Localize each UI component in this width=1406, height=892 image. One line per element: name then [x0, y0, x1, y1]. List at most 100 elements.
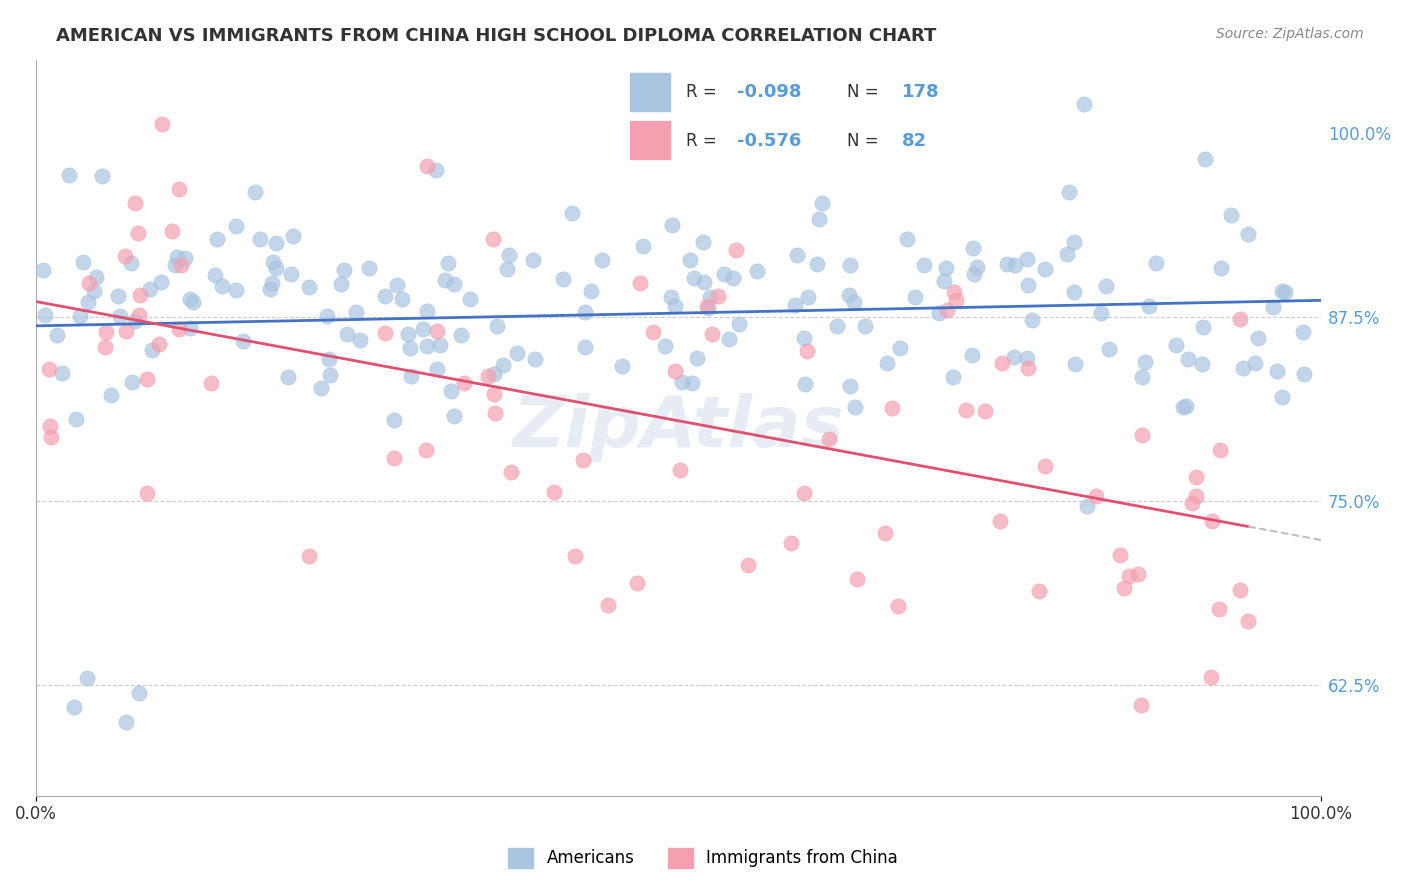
Point: [543, 484, 565, 499]
Point: [808, 212, 831, 227]
Point: [150, 117, 173, 131]
Point: [1063, 235, 1085, 249]
Point: [138, 282, 160, 296]
Point: [797, 290, 820, 304]
Point: [249, 232, 271, 246]
Point: [416, 339, 439, 353]
Point: [960, 348, 983, 362]
Point: [524, 352, 547, 367]
Point: [39, 430, 62, 444]
Point: [1208, 602, 1230, 616]
Point: [844, 400, 866, 414]
Point: [264, 236, 287, 251]
Point: [93, 340, 115, 354]
Point: [962, 267, 984, 281]
Point: [477, 369, 499, 384]
Point: [336, 326, 359, 341]
Point: [170, 258, 193, 272]
Point: [696, 299, 718, 313]
Point: [1236, 227, 1258, 242]
Point: [330, 277, 353, 291]
Point: [579, 285, 602, 299]
Point: [163, 258, 186, 272]
Point: [260, 277, 283, 291]
FancyBboxPatch shape: [630, 121, 669, 159]
Point: [426, 324, 449, 338]
Point: [1076, 499, 1098, 513]
Point: [128, 309, 150, 323]
Point: [669, 463, 692, 477]
Point: [779, 535, 801, 549]
Point: [661, 218, 683, 232]
Point: [136, 486, 159, 500]
Point: [699, 290, 721, 304]
Point: [128, 686, 150, 700]
Point: [686, 351, 709, 366]
Point: [1185, 489, 1208, 503]
Point: [889, 341, 911, 355]
Point: [943, 285, 966, 299]
Point: [1237, 614, 1260, 628]
Point: [1056, 247, 1078, 261]
Point: [1271, 285, 1294, 299]
Point: [333, 263, 356, 277]
Point: [966, 260, 988, 274]
Point: [450, 328, 472, 343]
Point: [853, 318, 876, 333]
Point: [991, 356, 1014, 370]
Point: [498, 247, 520, 261]
Point: [654, 339, 676, 353]
Point: [349, 333, 371, 347]
Point: [794, 376, 817, 391]
Point: [495, 261, 517, 276]
Point: [200, 376, 222, 390]
Point: [136, 372, 159, 386]
Point: [631, 238, 654, 252]
Point: [723, 271, 745, 285]
Point: [1194, 152, 1216, 166]
Point: [598, 598, 620, 612]
Point: [179, 292, 201, 306]
Point: [160, 224, 183, 238]
Point: [945, 293, 967, 307]
Point: [38, 418, 60, 433]
Point: [243, 185, 266, 199]
Point: [591, 253, 613, 268]
Point: [683, 271, 706, 285]
Point: [46, 328, 69, 343]
Point: [357, 261, 380, 276]
Point: [1199, 670, 1222, 684]
Point: [664, 299, 686, 313]
Point: [1002, 350, 1025, 364]
Point: [1017, 278, 1039, 293]
Point: [115, 715, 138, 730]
Point: [277, 370, 299, 384]
Point: [264, 260, 287, 275]
Point: [484, 406, 506, 420]
Point: [610, 359, 633, 373]
Point: [150, 275, 173, 289]
Text: AMERICAN VS IMMIGRANTS FROM CHINA HIGH SCHOOL DIPLOMA CORRELATION CHART: AMERICAN VS IMMIGRANTS FROM CHINA HIGH S…: [56, 27, 936, 45]
Point: [1085, 489, 1108, 503]
Point: [876, 356, 898, 370]
Point: [167, 322, 190, 336]
Point: [1112, 581, 1135, 595]
Point: [225, 283, 247, 297]
Point: [727, 317, 749, 331]
Point: [724, 243, 747, 257]
Text: ZipAtlas: ZipAtlas: [513, 393, 845, 462]
Point: [63, 700, 86, 714]
Point: [678, 253, 700, 268]
Text: 82: 82: [903, 132, 927, 150]
Point: [415, 159, 437, 173]
Point: [1017, 360, 1039, 375]
Point: [311, 381, 333, 395]
Point: [641, 325, 664, 339]
Point: [664, 364, 686, 378]
Point: [1265, 364, 1288, 378]
Point: [955, 403, 977, 417]
Point: [108, 309, 131, 323]
Point: [415, 442, 437, 457]
Point: [1015, 351, 1038, 365]
Point: [692, 235, 714, 249]
